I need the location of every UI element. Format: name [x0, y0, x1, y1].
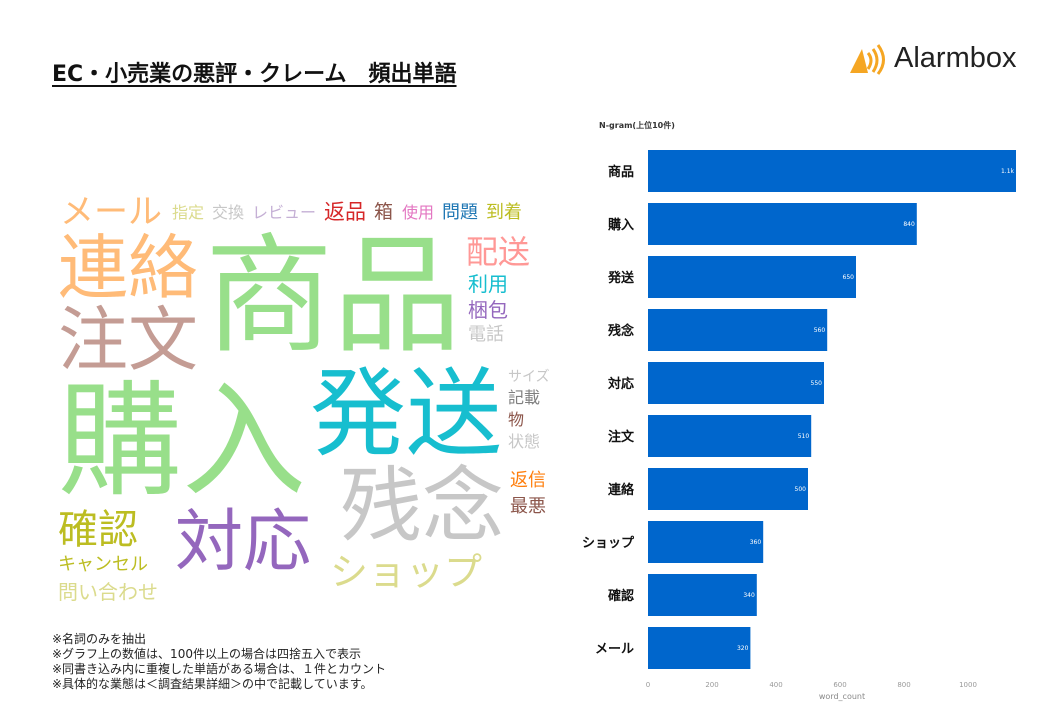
x-tick-label: 600 — [833, 681, 846, 689]
cloud-word: 対応 — [175, 503, 312, 582]
footnote: ※同書き込み内に重複した単語がある場合は、１件とカウント — [52, 662, 387, 676]
bar — [648, 150, 1016, 192]
cloud-word: 返信 — [510, 470, 546, 491]
bar — [648, 309, 828, 351]
cloud-word: 電話 — [468, 324, 504, 345]
cloud-word: 問題 — [442, 202, 478, 223]
data-label: 560 — [814, 327, 826, 334]
x-axis-label: word_count — [819, 692, 865, 701]
category-label: 確認 — [608, 588, 634, 604]
cloud-word: 問い合わせ — [58, 580, 158, 604]
data-label: 360 — [750, 539, 762, 546]
cloud-word: 配送 — [466, 233, 531, 271]
bar — [648, 415, 812, 457]
cloud-word: レビュー — [252, 203, 317, 222]
footnote: ※具体的な業態は＜調査結果詳細＞の中で記載しています。 — [52, 677, 373, 691]
cloud-word: 使用 — [402, 203, 435, 222]
bar — [648, 256, 856, 298]
category-label: メール — [595, 642, 634, 657]
x-tick-label: 800 — [897, 681, 910, 689]
bar — [648, 468, 808, 510]
cloud-word: 商品 — [205, 222, 462, 371]
bar — [648, 574, 757, 616]
cloud-word: メール — [60, 192, 162, 232]
cloud-word: 物 — [508, 410, 525, 429]
bar — [648, 521, 764, 563]
category-label: 購入 — [607, 217, 634, 233]
bar — [648, 203, 917, 245]
bar — [648, 627, 751, 669]
cloud-word: 確認 — [58, 507, 138, 553]
cloud-word: 箱 — [374, 201, 394, 223]
cloud-word: 最悪 — [510, 496, 546, 517]
category-label: 対応 — [607, 376, 634, 392]
cloud-word: 到着 — [486, 202, 522, 223]
page-title: EC・小売業の悪評・クレーム 頻出単語 — [52, 62, 457, 87]
cloud-word: 残念 — [340, 459, 505, 554]
cloud-word: 状態 — [508, 432, 541, 451]
x-tick-label: 1000 — [959, 681, 977, 689]
cloud-word: 指定 — [172, 203, 205, 222]
cloud-word: 交換 — [212, 203, 245, 222]
alarmbox-logo: Alarmbox — [848, 42, 1017, 75]
bar — [648, 362, 824, 404]
cloud-word: ショップ — [330, 550, 483, 594]
cloud-word: 利用 — [468, 272, 508, 296]
data-label: 840 — [903, 221, 915, 228]
alarm-signal-icon — [850, 43, 885, 75]
cloud-word: キャンセル — [58, 554, 148, 575]
data-label: 1.1k — [1001, 168, 1015, 175]
cloud-word: サイズ — [508, 369, 550, 385]
x-tick-label: 400 — [769, 681, 782, 689]
footnotes: ※名詞のみを抽出 ※グラフ上の数値は、100件以上の場合は四捨五入で表示 ※同書… — [52, 632, 386, 692]
data-label: 650 — [843, 274, 855, 281]
category-label: 商品 — [608, 164, 634, 180]
category-label: 注文 — [608, 429, 635, 445]
category-label: ショップ — [582, 536, 635, 551]
category-label: 連絡 — [608, 482, 635, 498]
footnote: ※グラフ上の数値は、100件以上の場合は四捨五入で表示 — [52, 647, 361, 661]
category-label: 残念 — [608, 323, 634, 339]
cloud-word: 発送 — [310, 358, 502, 470]
cloud-word: 連絡 — [58, 227, 198, 309]
cloud-word: 返品 — [324, 200, 366, 224]
chart-title: N-gram(上位10件) — [599, 120, 675, 130]
category-label: 発送 — [607, 270, 635, 286]
footnote: ※名詞のみを抽出 — [52, 632, 147, 646]
ngram-bar-chart: N-gram(上位10件) word_count 商品 1.1k 購入 840 発送 65… — [582, 120, 1016, 701]
cloud-word: 購入 — [58, 370, 307, 514]
data-label: 550 — [811, 380, 823, 387]
cloud-word: 注文 — [58, 299, 198, 381]
logo-text: Alarmbox — [894, 42, 1017, 74]
cloud-word: 梱包 — [468, 298, 508, 322]
x-tick-label: 200 — [705, 681, 718, 689]
data-label: 510 — [798, 433, 810, 440]
data-label: 500 — [795, 486, 807, 493]
cloud-word: 記載 — [508, 388, 541, 407]
data-label: 340 — [743, 592, 755, 599]
x-tick-label: 0 — [646, 681, 650, 689]
data-label: 320 — [737, 645, 749, 652]
